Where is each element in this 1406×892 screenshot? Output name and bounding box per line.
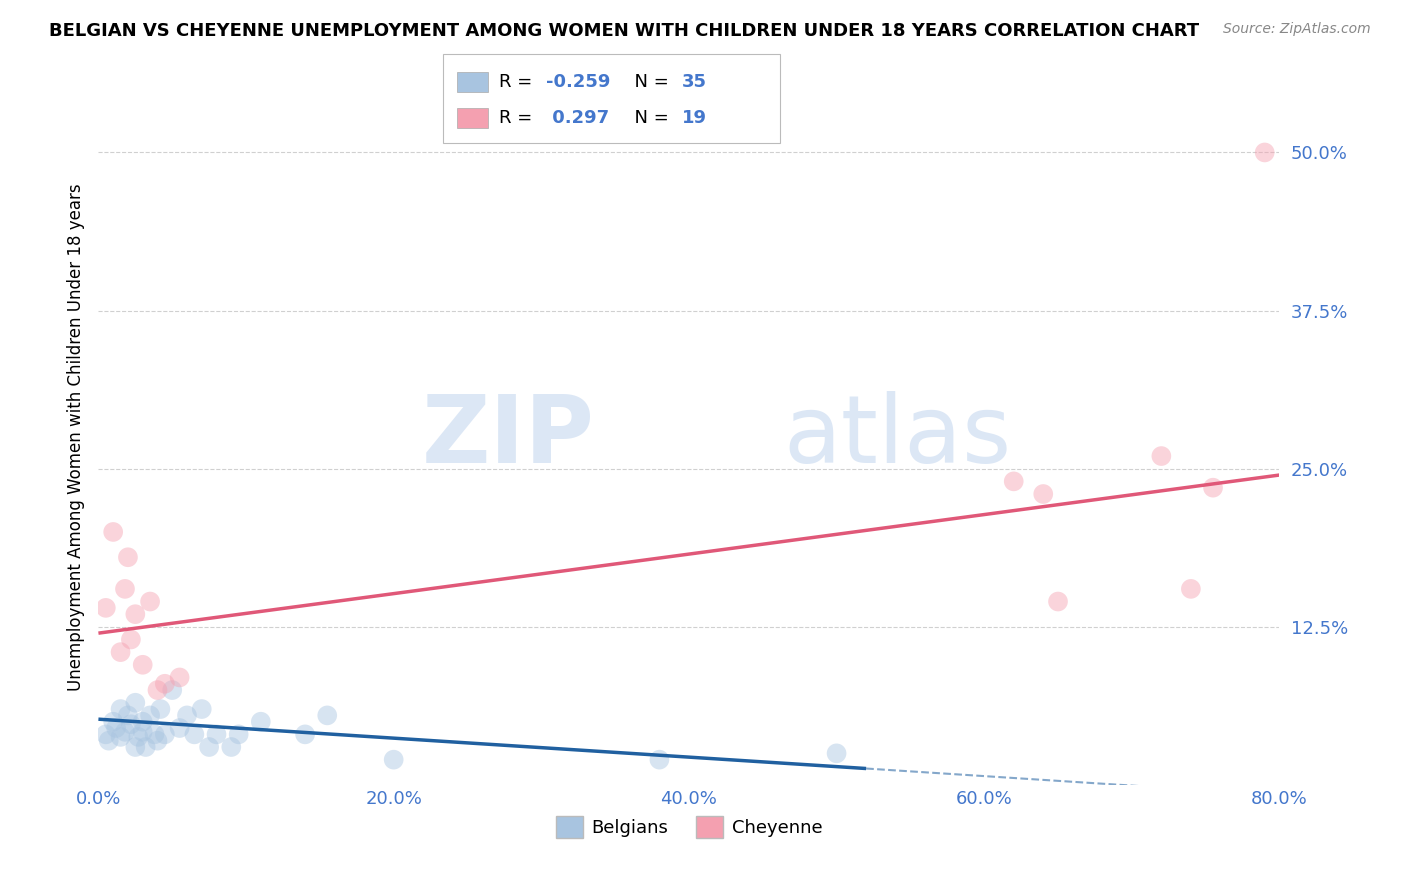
Point: [105, 721, 128, 735]
Point: [153, 727, 176, 741]
Point: [205, 727, 228, 741]
Point: [117, 708, 139, 723]
Point: [132, 714, 155, 729]
Point: [110, 702, 132, 716]
Point: [169, 721, 191, 735]
Point: [183, 727, 205, 741]
Point: [1202, 481, 1225, 495]
Point: [110, 730, 132, 744]
Point: [110, 645, 132, 659]
Point: [97, 733, 120, 747]
Point: [103, 524, 125, 539]
Point: [132, 724, 155, 739]
Point: [139, 708, 162, 723]
Point: [114, 582, 136, 596]
Point: [153, 677, 176, 691]
Point: [825, 747, 848, 761]
Point: [176, 708, 198, 723]
Text: 35: 35: [682, 73, 707, 91]
Text: N =: N =: [623, 73, 675, 91]
Point: [117, 550, 139, 565]
Point: [139, 594, 162, 608]
Point: [169, 670, 191, 684]
Point: [1032, 487, 1054, 501]
Point: [124, 607, 146, 622]
Point: [120, 632, 142, 647]
Legend: Belgians, Cheyenne: Belgians, Cheyenne: [548, 809, 830, 846]
Point: [250, 714, 273, 729]
Text: BELGIAN VS CHEYENNE UNEMPLOYMENT AMONG WOMEN WITH CHILDREN UNDER 18 YEARS CORREL: BELGIAN VS CHEYENNE UNEMPLOYMENT AMONG W…: [49, 22, 1199, 40]
Point: [146, 733, 169, 747]
Point: [382, 753, 405, 767]
Point: [120, 717, 142, 731]
Point: [94, 727, 117, 741]
Text: 0.297: 0.297: [546, 109, 609, 127]
Y-axis label: Unemployment Among Women with Children Under 18 years: Unemployment Among Women with Children U…: [66, 183, 84, 691]
Point: [124, 739, 146, 754]
Point: [103, 714, 125, 729]
Point: [228, 727, 250, 741]
Point: [94, 600, 117, 615]
Point: [294, 727, 316, 741]
Point: [127, 730, 149, 744]
Point: [124, 696, 146, 710]
Point: [135, 739, 157, 754]
Text: ZIP: ZIP: [422, 391, 595, 483]
Point: [1180, 582, 1202, 596]
Point: [1150, 449, 1173, 463]
Text: -0.259: -0.259: [546, 73, 610, 91]
Point: [162, 683, 183, 698]
Text: 19: 19: [682, 109, 707, 127]
Text: Source: ZipAtlas.com: Source: ZipAtlas.com: [1223, 22, 1371, 37]
Point: [198, 739, 221, 754]
Point: [221, 739, 243, 754]
Text: R =: R =: [499, 73, 538, 91]
Point: [143, 727, 166, 741]
Point: [1046, 594, 1070, 608]
Point: [114, 724, 136, 739]
Point: [132, 657, 155, 672]
Text: N =: N =: [623, 109, 675, 127]
Point: [1002, 475, 1025, 489]
Text: R =: R =: [499, 109, 538, 127]
Point: [146, 683, 169, 698]
Text: atlas: atlas: [783, 391, 1012, 483]
Point: [149, 702, 172, 716]
Point: [316, 708, 339, 723]
Point: [1254, 145, 1277, 160]
Point: [648, 753, 671, 767]
Point: [191, 702, 214, 716]
